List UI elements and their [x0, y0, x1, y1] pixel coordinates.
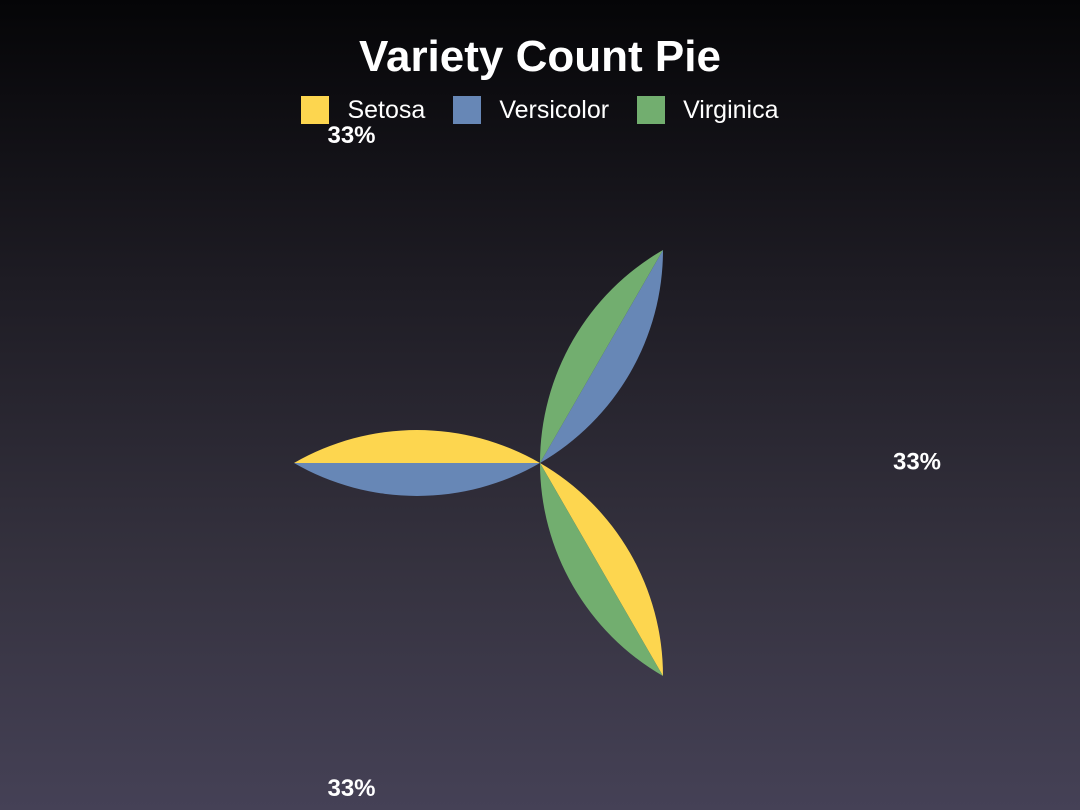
pie-slices: [294, 249, 663, 677]
legend-swatch-virginica: [637, 96, 666, 124]
legend-swatch-versicolor: [453, 96, 482, 124]
legend: Setosa Versicolor Virginica: [0, 95, 1080, 125]
legend-item-virginica[interactable]: Virginica: [637, 95, 779, 125]
legend-swatch-setosa: [301, 96, 330, 124]
pie-data-labels: 33% 33% 33%: [327, 122, 941, 802]
pie-slice-virginica[interactable]: [539, 249, 663, 677]
legend-label-virginica: Virginica: [683, 96, 779, 124]
pie-slice-versicolor[interactable]: [294, 249, 663, 496]
pie-slice-setosa[interactable]: [294, 430, 663, 677]
data-label-setosa: 33%: [327, 775, 375, 802]
legend-item-versicolor[interactable]: Versicolor: [453, 95, 609, 125]
legend-label-versicolor: Versicolor: [499, 96, 610, 124]
data-label-versicolor: 33%: [327, 122, 375, 149]
legend-label-setosa: Setosa: [347, 96, 426, 124]
legend-item-setosa[interactable]: Setosa: [301, 95, 425, 125]
chart-title: Variety Count Pie: [359, 32, 721, 81]
data-label-virginica: 33%: [893, 448, 941, 475]
